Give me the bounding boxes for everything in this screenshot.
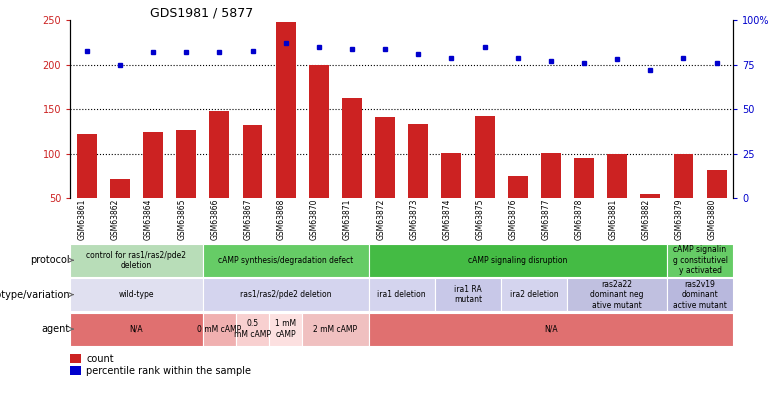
Bar — [70, 366, 81, 375]
Text: GSM63875: GSM63875 — [476, 198, 484, 240]
Text: control for ras1/ras2/pde2
deletion: control for ras1/ras2/pde2 deletion — [87, 251, 186, 270]
Text: GSM63877: GSM63877 — [542, 198, 551, 240]
Text: ras2v19
dominant
active mutant: ras2v19 dominant active mutant — [673, 280, 727, 309]
Bar — [269, 313, 303, 345]
Text: GSM63879: GSM63879 — [675, 198, 683, 240]
Text: GSM63870: GSM63870 — [310, 198, 319, 240]
Text: percentile rank within the sample: percentile rank within the sample — [86, 366, 251, 376]
Bar — [209, 111, 229, 198]
Bar — [441, 153, 462, 198]
Bar — [309, 65, 329, 198]
Bar — [541, 153, 561, 198]
Bar — [707, 170, 727, 198]
Bar — [673, 154, 693, 198]
Text: GSM63861: GSM63861 — [78, 198, 87, 240]
Text: ira2 deletion: ira2 deletion — [510, 290, 558, 299]
Bar — [77, 134, 97, 198]
Text: GSM63880: GSM63880 — [707, 198, 717, 240]
Bar — [276, 22, 296, 198]
Text: cAMP signalin
g constitutivel
y activated: cAMP signalin g constitutivel y activate… — [672, 245, 728, 275]
Bar — [375, 117, 395, 198]
Text: GSM63862: GSM63862 — [111, 198, 120, 240]
Bar — [203, 244, 369, 277]
Text: ira1 deletion: ira1 deletion — [378, 290, 426, 299]
Bar — [574, 158, 594, 198]
Text: GSM63873: GSM63873 — [410, 198, 418, 240]
Bar — [303, 313, 369, 345]
Text: GSM63868: GSM63868 — [277, 198, 285, 240]
Bar — [203, 278, 369, 311]
Text: GSM63865: GSM63865 — [177, 198, 186, 240]
Text: ras1/ras2/pde2 deletion: ras1/ras2/pde2 deletion — [240, 290, 332, 299]
Text: ira1 RA
mutant: ira1 RA mutant — [454, 285, 482, 304]
Bar — [435, 278, 502, 311]
Bar — [508, 176, 527, 198]
Bar — [501, 278, 567, 311]
Bar — [70, 278, 203, 311]
Text: genotype/variation: genotype/variation — [0, 290, 70, 300]
Text: ras2a22
dominant neg
ative mutant: ras2a22 dominant neg ative mutant — [590, 280, 644, 309]
Bar — [368, 278, 435, 311]
Bar — [342, 98, 362, 198]
Bar — [368, 244, 667, 277]
Bar — [474, 115, 495, 198]
Bar — [203, 313, 236, 345]
Text: GSM63876: GSM63876 — [509, 198, 518, 240]
Bar — [243, 126, 262, 198]
Bar — [70, 354, 81, 364]
Bar — [667, 244, 733, 277]
Text: GSM63881: GSM63881 — [608, 198, 617, 240]
Text: 2 mM cAMP: 2 mM cAMP — [314, 324, 357, 334]
Bar — [640, 194, 660, 198]
Bar — [368, 313, 733, 345]
Bar — [70, 313, 203, 345]
Text: N/A: N/A — [129, 324, 144, 334]
Text: cAMP signaling disruption: cAMP signaling disruption — [468, 256, 567, 265]
Bar — [607, 154, 627, 198]
Bar — [236, 313, 269, 345]
Text: count: count — [86, 354, 114, 364]
Text: 0.5
mM cAMP: 0.5 mM cAMP — [234, 320, 271, 339]
Text: GSM63864: GSM63864 — [144, 198, 153, 240]
Text: protocol: protocol — [30, 255, 70, 265]
Text: GSM63866: GSM63866 — [211, 198, 219, 240]
Bar — [70, 244, 203, 277]
Text: agent: agent — [41, 324, 70, 334]
Text: GSM63874: GSM63874 — [442, 198, 452, 240]
Bar — [567, 278, 667, 311]
Text: 1 mM
cAMP: 1 mM cAMP — [275, 320, 296, 339]
Bar — [176, 130, 197, 198]
Bar — [408, 124, 428, 198]
Text: cAMP synthesis/degradation defect: cAMP synthesis/degradation defect — [218, 256, 353, 265]
Text: wild-type: wild-type — [119, 290, 154, 299]
Text: 0 mM cAMP: 0 mM cAMP — [197, 324, 242, 334]
Text: GDS1981 / 5877: GDS1981 / 5877 — [150, 6, 253, 19]
Text: GSM63882: GSM63882 — [641, 198, 651, 240]
Text: GSM63872: GSM63872 — [376, 198, 385, 240]
Bar — [667, 278, 733, 311]
Text: GSM63871: GSM63871 — [343, 198, 352, 240]
Text: N/A: N/A — [544, 324, 558, 334]
Text: GSM63867: GSM63867 — [243, 198, 253, 240]
Bar — [144, 132, 163, 198]
Text: GSM63878: GSM63878 — [575, 198, 584, 240]
Bar — [110, 179, 129, 198]
